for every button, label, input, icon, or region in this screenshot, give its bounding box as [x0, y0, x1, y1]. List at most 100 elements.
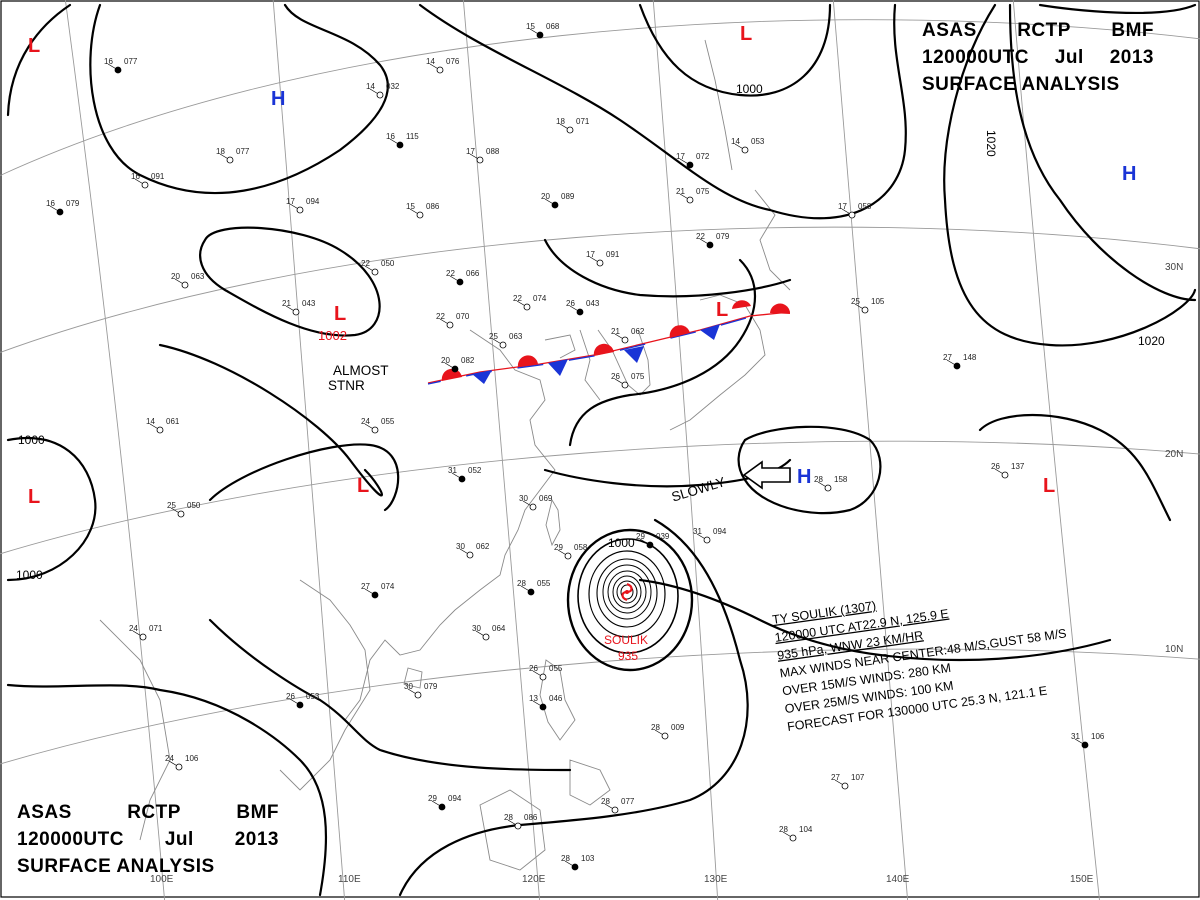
- station-plot: 28 158: [814, 475, 848, 492]
- station-plot: 16 115: [386, 132, 419, 149]
- station-plot: 27 074: [361, 582, 395, 599]
- station-circle-icon: [114, 66, 122, 74]
- coast-japan-north: [754, 189, 791, 291]
- header-time: 120000UTC: [922, 47, 1029, 68]
- station-temp: 27: [831, 773, 840, 782]
- station-circle-icon: [476, 156, 484, 164]
- station-temp: 29: [554, 543, 563, 552]
- station-pressure: 064: [492, 624, 506, 633]
- meridian-140e: [832, 0, 909, 900]
- header-year: 2013: [1109, 47, 1154, 68]
- station-temp: 28: [561, 854, 570, 863]
- station-plot: 21 062: [611, 327, 645, 344]
- station-circle-icon: [551, 201, 559, 209]
- coastlines: [99, 39, 791, 871]
- station-plot: 31 094: [693, 527, 727, 544]
- station-plot: 14 061: [146, 417, 180, 434]
- station-pressure: 158: [834, 475, 848, 484]
- station-temp: 22: [361, 259, 370, 268]
- station-temp: 27: [943, 353, 952, 362]
- station-temp: 16: [131, 172, 140, 181]
- isobar-13: [6, 683, 328, 897]
- station-plot: 26 137: [991, 462, 1025, 479]
- station-circle-icon: [451, 365, 459, 373]
- isobar-4: [638, 3, 832, 97]
- station-temp: 21: [611, 327, 620, 336]
- station-circle-icon: [703, 536, 711, 544]
- isobar-label: 1000: [608, 536, 635, 550]
- lat-label: 30N: [1165, 262, 1183, 273]
- typhoon-ring: [577, 538, 679, 654]
- station-temp: 27: [361, 582, 370, 591]
- station-plot: 24 055: [361, 417, 395, 434]
- typhoon-ring: [596, 558, 658, 628]
- station-pressure: 058: [574, 543, 588, 552]
- station-circle-icon: [175, 763, 183, 771]
- station-plot: 26 043: [566, 299, 600, 316]
- station-temp: 28: [779, 825, 788, 834]
- station-pressure: 106: [185, 754, 199, 763]
- station-temp: 17: [286, 197, 295, 206]
- warm-front-bump: [669, 325, 690, 338]
- isobar-20: [638, 578, 1112, 662]
- isobar-18: [737, 425, 882, 515]
- station-temp: 18: [216, 147, 225, 156]
- station-circle-icon: [456, 278, 464, 286]
- station-temp: 20: [441, 356, 450, 365]
- lon-label: 110E: [338, 874, 361, 885]
- station-circle-icon: [523, 303, 531, 311]
- isobar-label: 1002: [318, 328, 347, 343]
- parallel-40n: [0, 19, 1200, 177]
- station-plot: 25 063: [489, 332, 523, 349]
- station-temp: 18: [556, 117, 565, 126]
- station-plot: 17 088: [466, 147, 500, 164]
- warm-front-bump: [770, 303, 791, 314]
- header-year: 2013: [234, 829, 279, 850]
- station-temp: 30: [472, 624, 481, 633]
- typhoon-symbol-icon: [621, 582, 633, 602]
- station-pressure: 075: [631, 372, 645, 381]
- meridian-150e: [1012, 0, 1100, 900]
- station-temp: 17: [586, 250, 595, 259]
- station-circle-icon: [661, 732, 669, 740]
- station-pressure: 055: [549, 664, 563, 673]
- station-circle-icon: [861, 306, 869, 314]
- station-plot: 28 103: [561, 854, 595, 871]
- header-source: BMF: [1111, 20, 1154, 41]
- station-pressure: 058: [858, 202, 872, 211]
- header-month: Jul: [164, 829, 194, 850]
- isobar-10: [158, 343, 383, 497]
- station-circle-icon: [141, 181, 149, 189]
- warm-front-bump: [732, 300, 751, 309]
- station-pressure: 075: [696, 187, 710, 196]
- isobar-7: [1008, 3, 1197, 302]
- station-circle-icon: [686, 161, 694, 169]
- station-temp: 20: [171, 272, 180, 281]
- station-pressure: 079: [716, 232, 730, 241]
- station-plot: 21 043: [282, 299, 316, 316]
- station-circle-icon: [371, 268, 379, 276]
- station-plot: 28 104: [779, 825, 813, 842]
- coast-china: [344, 329, 556, 721]
- lon-labels: 100E 110E 120E 130E 140E 150E: [150, 874, 1094, 885]
- station-plot: 26 075: [611, 372, 645, 389]
- header-agency: ASAS: [17, 802, 72, 823]
- station-plot: 24 071: [129, 624, 163, 641]
- station-temp: 14: [731, 137, 740, 146]
- station-plot: 22 050: [361, 259, 395, 276]
- coast-hainan: [403, 667, 423, 689]
- station-circle-icon: [1081, 741, 1089, 749]
- station-temp: 16: [104, 57, 113, 66]
- station-circle-icon: [414, 691, 422, 699]
- station-pressure: 050: [381, 259, 395, 268]
- coast-shandong: [544, 334, 576, 359]
- station-temp: 24: [361, 417, 370, 426]
- header-time: 120000UTC: [17, 829, 124, 850]
- station-circle-icon: [296, 701, 304, 709]
- station-circle-icon: [396, 141, 404, 149]
- station-plot: 15 068: [526, 22, 560, 39]
- station-plot: 30 062: [456, 542, 490, 559]
- warm-front-bump: [441, 368, 462, 381]
- station-temp: 22: [696, 232, 705, 241]
